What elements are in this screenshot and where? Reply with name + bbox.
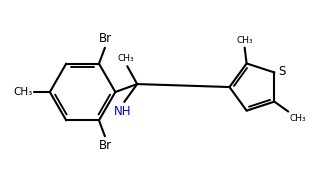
Text: Br: Br	[99, 32, 112, 45]
Text: NH: NH	[114, 105, 131, 118]
Text: CH₃: CH₃	[118, 54, 135, 63]
Text: CH₃: CH₃	[14, 87, 33, 97]
Text: Br: Br	[99, 139, 112, 152]
Text: CH₃: CH₃	[289, 114, 306, 123]
Text: CH₃: CH₃	[236, 36, 253, 45]
Text: S: S	[278, 65, 286, 78]
